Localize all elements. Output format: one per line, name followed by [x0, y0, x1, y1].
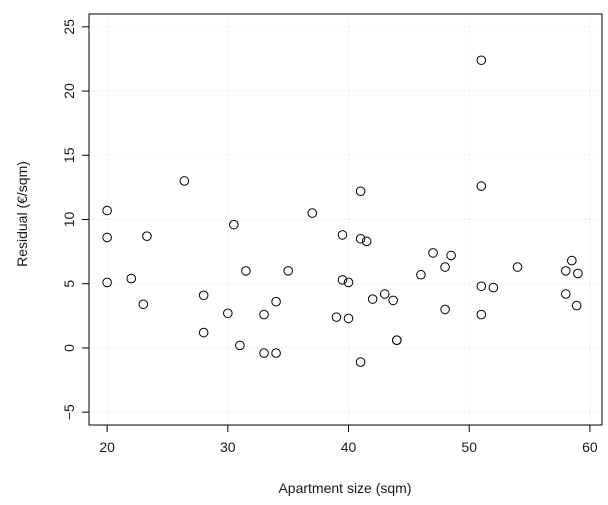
data-point-25 [355, 233, 366, 244]
x-axis-title: Apartment size (sqm) [278, 480, 411, 496]
x-tick-label-4: 60 [582, 439, 598, 455]
y-tick-label-5: 20 [61, 83, 77, 99]
data-point-1 [102, 232, 112, 243]
y-axis: −5 0 5 10 15 20 25 [61, 19, 89, 420]
data-point-22 [343, 277, 354, 288]
x-tick-label-2: 40 [341, 439, 357, 455]
data-point-15 [271, 296, 281, 307]
data-point-24 [355, 186, 366, 197]
y-tick-label-0: −5 [61, 404, 77, 420]
data-point-14 [259, 348, 269, 358]
data-point-13 [259, 309, 269, 320]
data-point-20 [337, 230, 348, 240]
data-point-26 [355, 357, 366, 367]
data-point-32 [392, 335, 402, 346]
points [102, 55, 583, 367]
data-point-47 [573, 268, 583, 279]
data-point-38 [476, 55, 487, 66]
data-point-19 [331, 312, 342, 322]
y-tick-label-2: 5 [61, 280, 77, 288]
data-point-35 [440, 262, 450, 272]
data-point-30 [388, 295, 398, 306]
data-point-4 [138, 299, 149, 310]
x-axis: 20 30 40 50 60 [99, 425, 598, 455]
data-point-6 [179, 176, 190, 186]
data-point-37 [446, 250, 456, 261]
data-point-34 [428, 248, 438, 258]
data-point-12 [241, 266, 251, 276]
data-point-33 [416, 269, 426, 280]
data-point-10 [229, 219, 239, 230]
data-point-36 [440, 304, 450, 315]
data-point-44 [560, 266, 571, 276]
y-axis-title: Residual (€/sqm) [14, 161, 30, 267]
y-tick-label-1: 0 [61, 344, 77, 352]
data-point-7 [198, 290, 209, 301]
data-point-42 [488, 282, 499, 293]
x-tick-label-3: 50 [461, 439, 477, 455]
data-point-3 [126, 273, 137, 284]
data-point-28 [367, 294, 378, 304]
y-tick-label-3: 10 [61, 212, 77, 228]
x-tick-label-1: 30 [220, 439, 236, 455]
data-point-5 [142, 231, 152, 241]
data-point-27 [361, 236, 372, 247]
data-point-45 [560, 289, 571, 299]
y-tick-label-4: 15 [61, 147, 77, 163]
data-point-43 [512, 262, 523, 272]
data-point-2 [102, 277, 112, 288]
y-tick-label-6: 25 [61, 19, 77, 35]
data-point-9 [223, 308, 233, 319]
data-point-29 [379, 289, 390, 299]
grid [89, 14, 602, 425]
data-point-8 [198, 327, 209, 338]
data-point-40 [476, 281, 487, 292]
data-point-0 [102, 205, 112, 216]
data-point-23 [343, 313, 354, 324]
data-point-39 [476, 181, 487, 191]
data-point-21 [337, 275, 348, 285]
x-tick-label-0: 20 [99, 439, 115, 455]
data-point-16 [271, 348, 281, 358]
data-point-18 [307, 208, 318, 218]
data-point-46 [567, 255, 577, 266]
data-point-11 [235, 340, 245, 351]
data-point-17 [283, 266, 293, 276]
data-point-48 [571, 300, 582, 311]
data-point-41 [476, 309, 487, 320]
